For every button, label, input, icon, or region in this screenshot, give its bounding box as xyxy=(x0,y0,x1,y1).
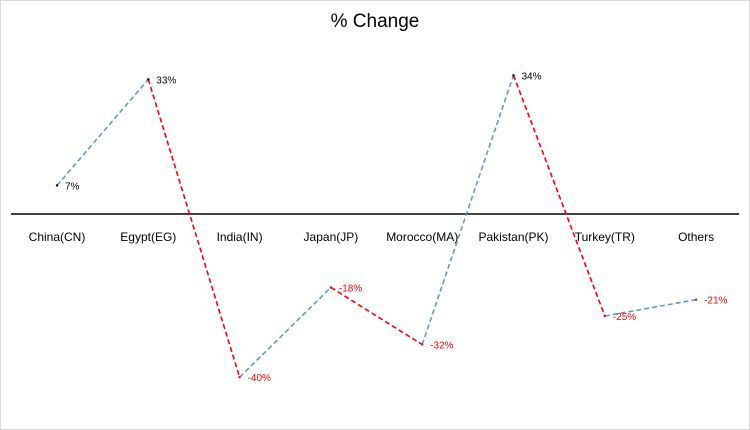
series-segment xyxy=(147,79,241,378)
series-segment xyxy=(330,286,423,346)
series-segment xyxy=(56,78,149,186)
category-label: Pakistan(PK) xyxy=(478,230,548,244)
data-label: -18% xyxy=(339,283,362,294)
data-label: 34% xyxy=(522,71,542,82)
data-label: 7% xyxy=(65,181,80,192)
data-label: -25% xyxy=(613,312,636,323)
category-label: Others xyxy=(678,230,714,244)
data-label: 33% xyxy=(156,75,176,86)
category-label: Egypt(EG) xyxy=(120,230,176,244)
data-point xyxy=(238,376,241,379)
data-point xyxy=(603,314,606,318)
chart-title: % Change xyxy=(330,11,420,32)
data-point xyxy=(147,78,150,81)
category-label: Japan(JP) xyxy=(304,230,359,244)
data-point xyxy=(329,286,333,289)
series-segment xyxy=(239,286,332,378)
data-label: -21% xyxy=(704,296,727,307)
data-label: -40% xyxy=(248,373,271,384)
category-label: Turkey(TR) xyxy=(575,230,635,244)
data-label: -32% xyxy=(430,341,453,352)
series-segment xyxy=(421,75,515,345)
data-point xyxy=(55,184,59,187)
series-segment xyxy=(512,74,606,317)
category-label: Morocco(MA) xyxy=(386,230,458,244)
data-point xyxy=(694,298,698,301)
data-point xyxy=(512,74,515,77)
data-point xyxy=(421,343,424,346)
category-label: China(CN) xyxy=(29,230,86,244)
category-label: India(IN) xyxy=(217,230,263,244)
